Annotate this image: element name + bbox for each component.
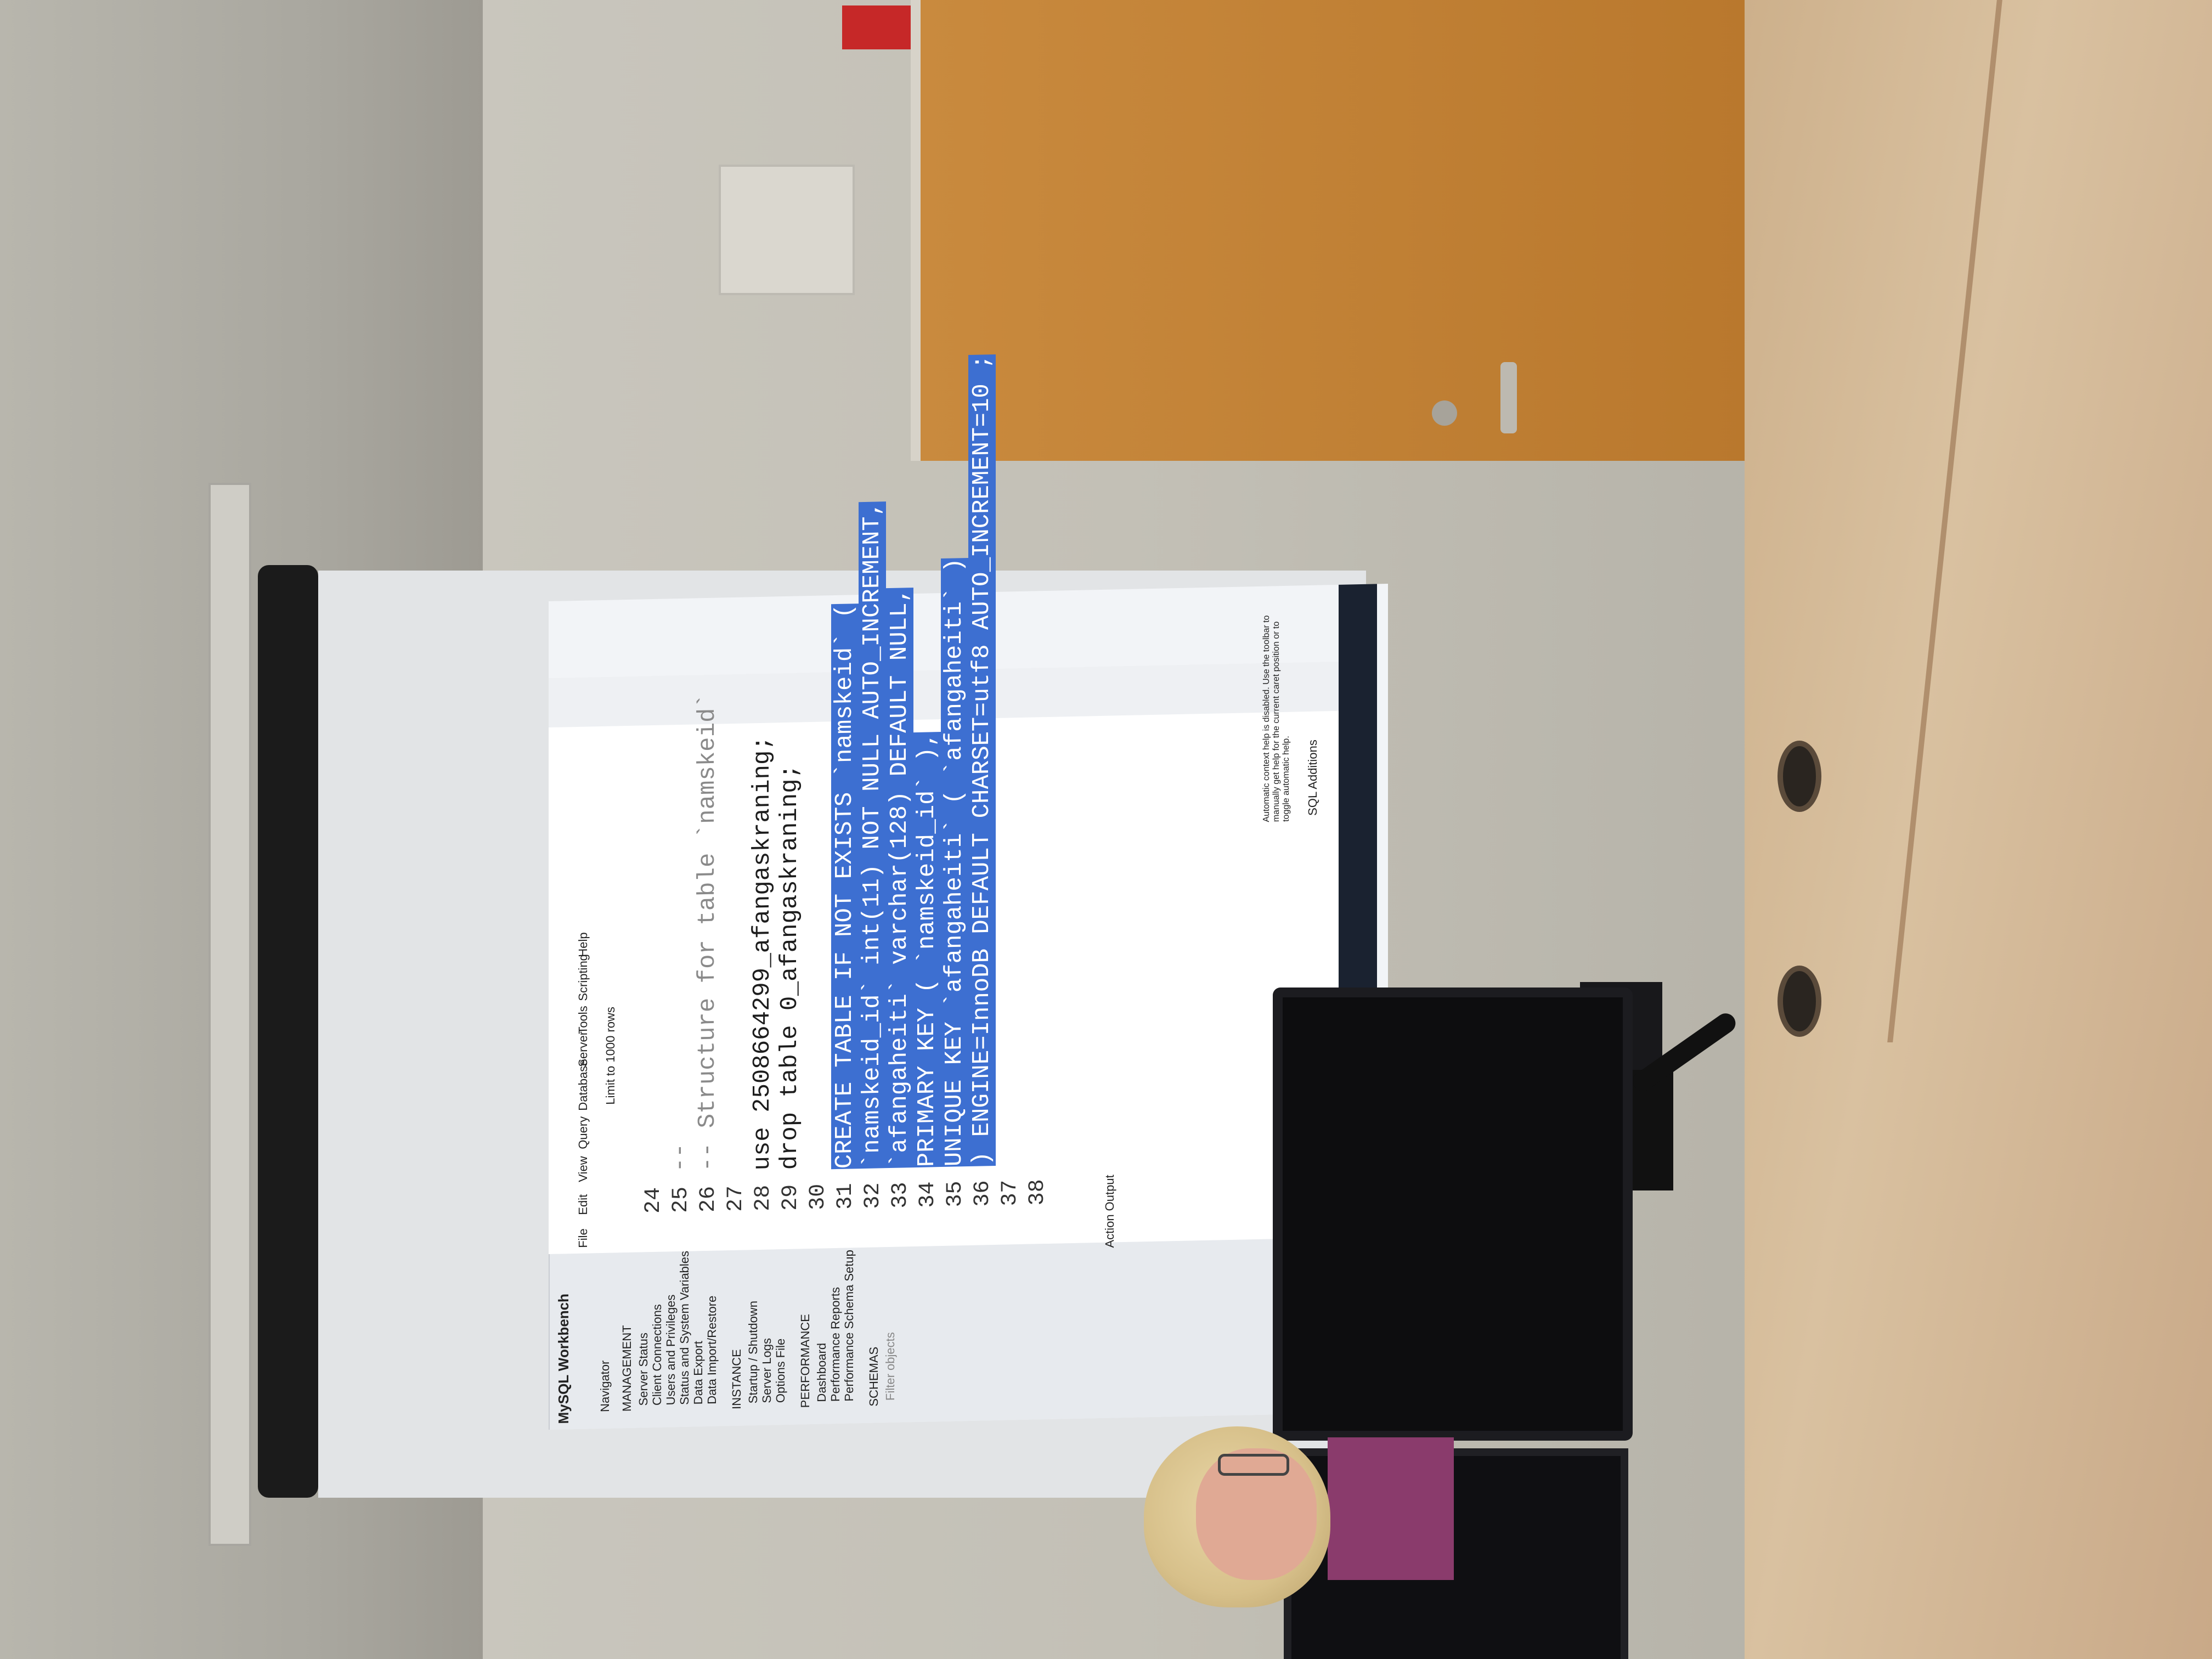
person-face xyxy=(1196,1448,1317,1580)
schemas-title: SCHEMAS xyxy=(867,1346,881,1407)
action-output-label: Action Output xyxy=(1103,1175,1116,1248)
wooden-door xyxy=(911,0,1798,461)
nav-item[interactable]: Data Import/Restore xyxy=(705,1295,719,1405)
nav-item[interactable]: Status and System Variables xyxy=(678,1250,691,1406)
editor-line: 28 use 2508664299_afangaskraning; xyxy=(749,735,776,1212)
nav-item[interactable]: Dashboard xyxy=(815,1342,828,1402)
menu-server[interactable]: Server xyxy=(576,1031,590,1067)
editor-line: 35 UNIQUE KEY `afangaheiti` ( `afangahei… xyxy=(941,557,968,1207)
editor-line: 34 PRIMARY KEY ( `namskeid_id` ), xyxy=(913,732,941,1209)
nav-item[interactable]: Options File xyxy=(774,1338,787,1403)
schema-filter-input[interactable]: Filter objects xyxy=(883,1332,897,1401)
screen-housing xyxy=(208,483,251,1546)
editor-line: 33 `afangaheiti` varchar(128) DEFAULT NU… xyxy=(886,588,913,1209)
editor-line: 38 xyxy=(1025,1178,1050,1206)
performance-title: PERFORMANCE xyxy=(798,1313,812,1408)
editor-line: 30 xyxy=(806,1183,831,1211)
app-title: MySQL Workbench xyxy=(555,1293,572,1424)
person-shirt xyxy=(1328,1437,1454,1580)
menu-edit[interactable]: Edit xyxy=(576,1194,590,1215)
nav-item[interactable]: Server Status xyxy=(636,1332,650,1406)
nav-item[interactable]: Client Connections xyxy=(650,1304,664,1406)
editor-line: 36 ) ENGINE=InnoDB DEFAULT CHARSET=utf8 … xyxy=(968,354,996,1207)
nav-item[interactable]: Performance Schema Setup xyxy=(842,1249,856,1402)
door-handle xyxy=(1500,362,1517,433)
editor-line: 31 CREATE TABLE IF NOT EXISTS `namskeid`… xyxy=(831,603,859,1210)
menu-tools[interactable]: Tools xyxy=(576,1006,590,1034)
editor-line: 26 -- Structure for table `namskeid` xyxy=(694,693,721,1213)
desk-grommet xyxy=(1778,966,1821,1037)
editor-line: 29 drop table 0_afangaskraning; xyxy=(776,764,804,1211)
nav-item[interactable]: Performance Reports xyxy=(828,1286,842,1402)
editor-line: 25 -- xyxy=(667,1143,694,1214)
editor-line: 24 xyxy=(641,1187,666,1214)
management-title: MANAGEMENT xyxy=(620,1325,634,1412)
sql-additions-tab[interactable]: SQL Additions xyxy=(1306,739,1319,816)
editor-line: 37 xyxy=(998,1179,1023,1206)
projected-workbench: MySQL Workbench Navigator MANAGEMENT Ser… xyxy=(549,354,1388,1430)
monitor-rear xyxy=(1273,988,1633,1441)
glasses-icon xyxy=(1218,1454,1289,1476)
navigator-header: Navigator xyxy=(598,1360,612,1413)
menu-help[interactable]: Help xyxy=(576,932,590,957)
screen-roller xyxy=(258,565,318,1498)
wooden-desk xyxy=(1745,0,2212,1659)
editor-line: 27 xyxy=(724,1185,748,1212)
nav-item[interactable]: Data Export xyxy=(691,1340,705,1405)
door-lock xyxy=(1432,400,1457,426)
instance-title: INSTANCE xyxy=(730,1348,743,1410)
desk-grommet xyxy=(1778,741,1821,812)
wall-sensor xyxy=(719,165,855,295)
context-help-text: Automatic context help is disabled. Use … xyxy=(1262,615,1291,822)
nav-item[interactable]: Users and Privileges xyxy=(664,1294,678,1406)
limit-rows-select[interactable]: Limit to 1000 rows xyxy=(603,1006,617,1105)
nav-item[interactable]: Startup / Shutdown xyxy=(746,1300,760,1404)
menu-view[interactable]: View xyxy=(576,1156,590,1182)
menu-scripting[interactable]: Scripting xyxy=(576,953,590,1001)
menu-query[interactable]: Query xyxy=(576,1116,590,1149)
editor-line: 32 `namskeid_id` int(11) NOT NULL AUTO_I… xyxy=(859,501,886,1210)
menu-file[interactable]: File xyxy=(576,1228,590,1248)
nav-item[interactable]: Server Logs xyxy=(760,1338,774,1403)
